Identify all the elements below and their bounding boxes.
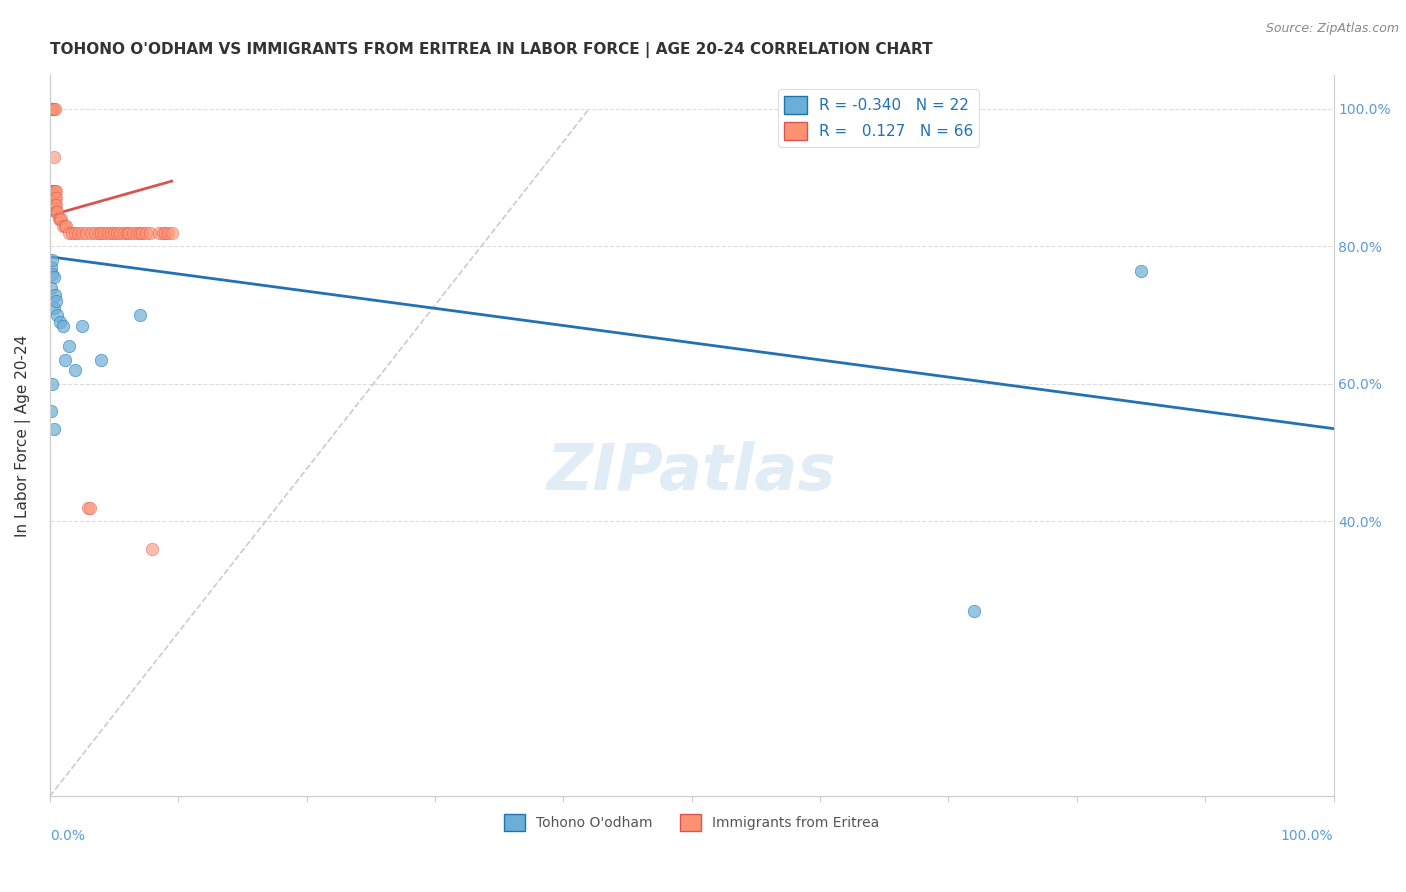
Point (58, 339, 80, 353)
Point (160, 226, 183, 240)
Point (128, 226, 150, 240)
Point (135, 226, 157, 240)
Point (77, 500, 100, 515)
Point (46, 308, 69, 322)
Point (70, 318, 93, 333)
Point (53, 219, 76, 233)
Point (41, 102, 63, 116)
Text: ZIPatlas: ZIPatlas (547, 441, 837, 502)
Point (41, 102, 63, 116)
Text: 100.0%: 100.0% (1281, 829, 1333, 843)
Text: TOHONO O'ODHAM VS IMMIGRANTS FROM ERITREA IN LABOR FORCE | AGE 20-24 CORRELATION: TOHONO O'ODHAM VS IMMIGRANTS FROM ERITRE… (49, 42, 932, 58)
Point (44, 287, 66, 301)
Point (58, 226, 80, 240)
Point (52, 219, 75, 233)
Point (39, 102, 62, 116)
Point (45, 294, 67, 309)
Point (155, 226, 177, 240)
Point (96, 226, 118, 240)
Point (139, 226, 162, 240)
Point (46, 205, 69, 219)
Point (45, 205, 67, 219)
Point (45, 198, 67, 212)
Point (41, 376, 63, 391)
Point (131, 226, 153, 240)
Point (963, 604, 986, 618)
Point (66, 226, 89, 240)
Point (103, 226, 125, 240)
Point (39, 102, 62, 116)
Point (125, 226, 148, 240)
Point (115, 226, 138, 240)
Point (75, 226, 97, 240)
Point (65, 226, 87, 240)
Point (39, 102, 62, 116)
Point (42, 185, 65, 199)
Point (41, 191, 63, 205)
Point (141, 541, 163, 556)
Point (42, 301, 65, 316)
Point (79, 500, 101, 515)
Point (93, 226, 115, 240)
Point (70, 226, 93, 240)
Point (41, 267, 63, 281)
Point (45, 191, 67, 205)
Point (49, 315, 72, 329)
Point (42, 102, 65, 116)
Point (100, 226, 122, 240)
Point (122, 226, 145, 240)
Point (42, 191, 65, 205)
Point (45, 185, 67, 199)
Point (49, 211, 72, 226)
Point (55, 219, 77, 233)
Point (42, 422, 65, 436)
Point (87, 226, 110, 240)
Point (83, 226, 105, 240)
Point (48, 211, 70, 226)
Point (128, 308, 150, 322)
Point (41, 198, 63, 212)
Point (41, 185, 63, 199)
Point (110, 226, 132, 240)
Point (105, 226, 128, 240)
Text: Source: ZipAtlas.com: Source: ZipAtlas.com (1265, 22, 1399, 36)
Point (39, 260, 62, 274)
Point (44, 102, 66, 116)
Point (39, 102, 62, 116)
Point (1129, 263, 1152, 277)
Point (152, 226, 174, 240)
Point (39, 191, 62, 205)
Text: 0.0%: 0.0% (49, 829, 84, 843)
Point (52, 318, 75, 333)
Point (112, 226, 135, 240)
Point (44, 185, 66, 199)
Point (39, 102, 62, 116)
Point (60, 226, 83, 240)
Point (42, 270, 65, 285)
Point (39, 185, 62, 199)
Point (39, 281, 62, 295)
Point (42, 150, 65, 164)
Point (42, 198, 65, 212)
Point (156, 226, 179, 240)
Point (148, 226, 170, 240)
Point (39, 185, 62, 199)
Point (41, 253, 63, 268)
Point (51, 211, 73, 226)
Point (90, 352, 112, 367)
Point (44, 198, 66, 212)
Point (90, 226, 112, 240)
Point (118, 226, 141, 240)
Legend: Tohono O'odham, Immigrants from Eritrea: Tohono O'odham, Immigrants from Eritrea (498, 808, 884, 837)
Point (39, 404, 62, 418)
Point (53, 352, 76, 367)
Y-axis label: In Labor Force | Age 20-24: In Labor Force | Age 20-24 (15, 334, 31, 537)
Point (44, 191, 66, 205)
Point (80, 226, 103, 240)
Point (65, 363, 87, 377)
